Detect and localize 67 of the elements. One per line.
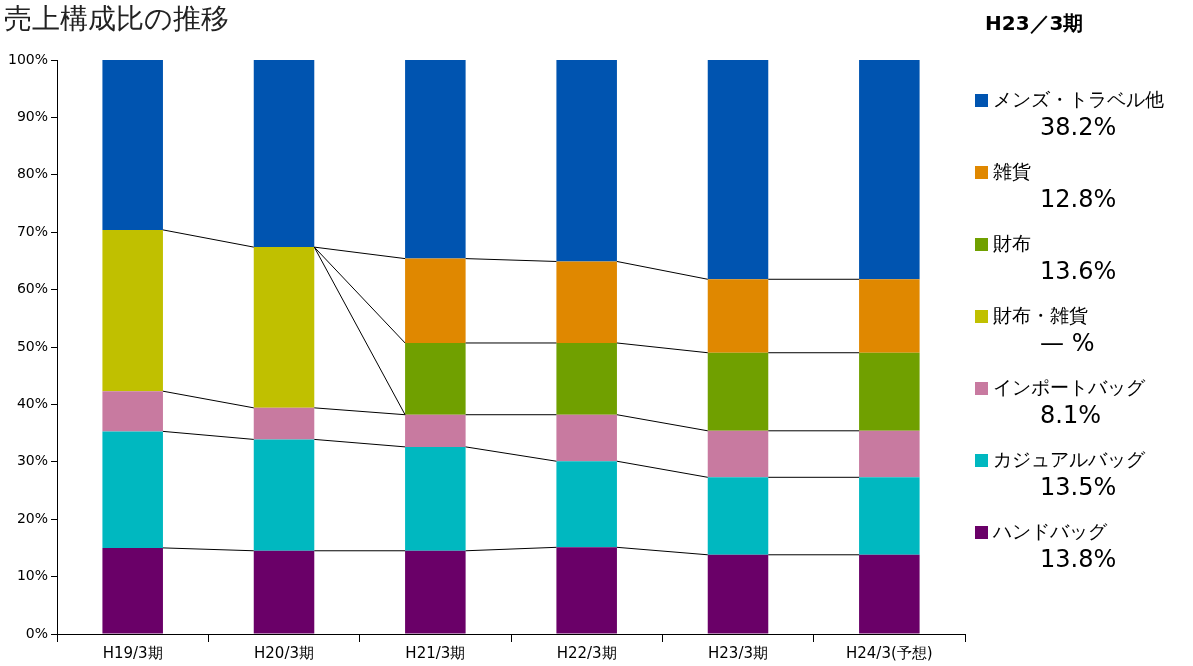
bar	[253, 407, 315, 440]
bar	[707, 279, 769, 353]
legend-title: H23／3期	[985, 10, 1085, 37]
y-tick-label: 10%	[16, 567, 49, 584]
y-tick-label: 30%	[16, 452, 49, 469]
bar	[405, 342, 466, 415]
y-tick-label: 0%	[25, 624, 49, 641]
y-tick-label: 40%	[16, 395, 49, 412]
text: 13.5%	[1040, 473, 1118, 501]
bar	[253, 550, 315, 634]
bar	[556, 461, 617, 548]
legend-label: 財布・雑貨	[993, 303, 1088, 328]
bar	[707, 352, 769, 431]
bar	[405, 550, 466, 634]
bar	[405, 446, 466, 551]
legend-label: 雑貨	[993, 159, 1031, 184]
bar	[102, 229, 163, 392]
y-tick-label: 90%	[16, 108, 49, 125]
legend-label: インポートバッグ	[993, 375, 1145, 400]
bar	[102, 547, 163, 634]
x-tick-label: H20/3期	[254, 643, 314, 662]
bar	[253, 247, 315, 408]
y-tick-label: 80%	[16, 165, 49, 182]
bar	[405, 414, 466, 447]
y-tick-label: 20%	[16, 509, 49, 526]
legend-label: 財布	[993, 231, 1031, 256]
bar	[556, 547, 617, 634]
text: 13.8%	[1040, 545, 1118, 573]
legend-label: メンズ・トラベル他	[993, 87, 1164, 112]
bar	[556, 414, 617, 462]
bar	[556, 60, 617, 262]
y-tick-label: 60%	[16, 280, 49, 297]
legend-label: ハンドバッグ	[993, 519, 1107, 544]
bar	[859, 554, 920, 634]
bar	[253, 60, 315, 248]
text: 38.2%	[1040, 113, 1118, 141]
bar	[707, 477, 769, 555]
text: 12.8%	[1040, 185, 1118, 213]
y-tick-label: 50%	[16, 337, 49, 354]
x-tick-label: H21/3期	[405, 643, 466, 662]
bar	[707, 554, 769, 634]
x-tick-label: H23/3期	[708, 643, 768, 662]
x-tick-label: H24/3(予想)	[846, 643, 933, 662]
bar	[859, 477, 920, 555]
bar	[859, 352, 920, 431]
text: — %	[1040, 329, 1096, 357]
chart-title: 売上構成比の推移	[4, 1, 229, 37]
bar	[405, 60, 466, 259]
bar	[556, 261, 617, 343]
y-tick-label: 100%	[7, 50, 49, 67]
bar	[859, 60, 920, 280]
bar	[102, 60, 163, 230]
bar	[859, 279, 920, 353]
legend-label: カジュアルバッグ	[993, 447, 1145, 472]
bar	[405, 258, 466, 343]
text: 8.1%	[1040, 401, 1102, 429]
x-tick-label: H22/3期	[556, 643, 617, 662]
bar	[102, 431, 163, 548]
bar	[556, 342, 617, 415]
text: 13.6%	[1040, 257, 1118, 285]
bar	[707, 430, 769, 478]
x-tick-label: H19/3期	[102, 643, 163, 662]
bar	[102, 391, 163, 432]
bar	[707, 60, 769, 280]
bar	[859, 430, 920, 478]
bar	[253, 439, 315, 551]
y-tick-label: 70%	[16, 222, 49, 239]
